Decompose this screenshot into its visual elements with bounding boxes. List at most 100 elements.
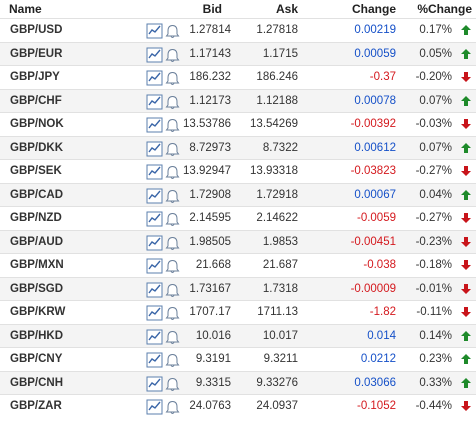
pct-change-value: 0.07%: [419, 141, 452, 154]
bell-icon[interactable]: [165, 212, 180, 226]
arrow-down-icon: [460, 231, 472, 255]
chart-icon[interactable]: [146, 188, 163, 203]
bid-value: 1707.17: [189, 306, 231, 318]
bell-icon[interactable]: [165, 330, 180, 344]
bell-icon[interactable]: [165, 48, 180, 62]
pct-change-value: -0.20%: [415, 71, 452, 83]
currency-pair-link[interactable]: GBP/NZD: [10, 212, 62, 224]
bell-icon[interactable]: [165, 95, 180, 109]
chart-icon[interactable]: [146, 352, 163, 368]
row-actions: [146, 376, 184, 392]
chart-icon[interactable]: [146, 211, 163, 227]
chart-icon[interactable]: [146, 117, 163, 133]
ask-value: 13.93318: [250, 165, 298, 177]
table-row: GBP/DKK 8.72973 8.7322 0.00612 0.07%: [0, 135, 476, 159]
chart-icon[interactable]: [146, 70, 163, 86]
header-pct-change[interactable]: %Change: [417, 2, 472, 16]
row-actions: [146, 352, 184, 368]
currency-pair-link[interactable]: GBP/DKK: [10, 141, 64, 154]
row-actions: [146, 117, 184, 133]
ask-value: 8.7322: [262, 141, 298, 154]
table-row: GBP/JPY 186.232 186.246 -0.37 -0.20%: [0, 65, 476, 89]
currency-pair-link[interactable]: GBP/NOK: [10, 118, 64, 130]
arrow-down-icon: [460, 254, 472, 278]
currency-pair-link[interactable]: GBP/EUR: [10, 47, 63, 60]
currency-pair-link[interactable]: GBP/CNH: [10, 376, 64, 389]
chart-icon[interactable]: [146, 47, 163, 62]
header-change[interactable]: Change: [351, 2, 396, 16]
bid-value: 10.016: [195, 329, 231, 342]
change-value: 0.00059: [354, 47, 396, 60]
chart-icon[interactable]: [146, 399, 163, 415]
currency-pair-link[interactable]: GBP/AUD: [10, 235, 64, 248]
currency-pair-link[interactable]: GBP/CHF: [10, 94, 62, 107]
currency-pair-link[interactable]: GBP/USD: [10, 24, 63, 36]
table-row: GBP/MXN 21.668 21.687 -0.038 -0.18%: [0, 253, 476, 277]
change-value: -0.00392: [350, 118, 396, 130]
change-value: -0.37: [369, 71, 396, 83]
pct-change-value: 0.33%: [419, 376, 452, 389]
table-row: GBP/NZD 2.14595 2.14622 -0.0059 -0.27%: [0, 206, 476, 230]
bell-icon[interactable]: [165, 189, 180, 203]
row-actions: [146, 235, 184, 251]
chart-icon[interactable]: [146, 141, 163, 156]
bell-icon[interactable]: [165, 283, 180, 297]
ask-value: 10.017: [262, 329, 298, 342]
currency-pair-link[interactable]: GBP/CNY: [10, 353, 63, 365]
chart-icon[interactable]: [146, 235, 163, 250]
currency-pair-link[interactable]: GBP/SEK: [10, 165, 62, 177]
currency-pair-link[interactable]: GBP/KRW: [10, 306, 66, 318]
bell-icon[interactable]: [165, 118, 180, 132]
row-actions: [146, 141, 184, 157]
bell-icon[interactable]: [165, 165, 180, 179]
currency-pair-link[interactable]: GBP/ZAR: [10, 400, 62, 412]
row-actions: [146, 282, 184, 298]
bid-value: 13.53786: [183, 118, 231, 130]
row-actions: [146, 164, 184, 180]
bell-icon[interactable]: [165, 306, 180, 320]
pct-change-value: -0.27%: [415, 212, 452, 224]
table-row: GBP/HKD 10.016 10.017 0.014 0.14%: [0, 323, 476, 347]
chart-icon[interactable]: [146, 23, 163, 39]
arrow-up-icon: [460, 372, 472, 396]
change-value: 0.00078: [354, 94, 396, 107]
bell-icon[interactable]: [165, 142, 180, 156]
chart-icon[interactable]: [146, 164, 163, 180]
currency-pair-link[interactable]: GBP/CAD: [10, 188, 64, 201]
chart-icon[interactable]: [146, 329, 163, 344]
pct-change-value: 0.04%: [419, 188, 452, 201]
table-row: GBP/EUR 1.17143 1.1715 0.00059 0.05%: [0, 41, 476, 65]
bell-icon[interactable]: [165, 259, 180, 273]
arrow-up-icon: [460, 348, 472, 372]
currency-pair-link[interactable]: GBP/JPY: [10, 71, 60, 83]
bell-icon[interactable]: [165, 377, 180, 391]
bell-icon[interactable]: [165, 24, 180, 38]
table-body: GBP/USD 1.27814 1.27818 0.00219 0.17% GB…: [0, 18, 476, 418]
header-bid[interactable]: Bid: [202, 2, 222, 16]
row-actions: [146, 258, 184, 274]
change-value: -0.03823: [350, 165, 396, 177]
currency-pair-link[interactable]: GBP/SGD: [10, 282, 64, 295]
chart-icon[interactable]: [146, 305, 163, 321]
pct-change-value: 0.23%: [419, 353, 452, 365]
pct-change-value: -0.11%: [416, 306, 452, 318]
chart-icon[interactable]: [146, 282, 163, 297]
arrow-up-icon: [460, 90, 472, 114]
chart-icon[interactable]: [146, 376, 163, 391]
bell-icon[interactable]: [165, 400, 180, 414]
chart-icon[interactable]: [146, 94, 163, 109]
bell-icon[interactable]: [165, 353, 180, 367]
ask-value: 9.3211: [263, 353, 298, 365]
pct-change-value: -0.18%: [415, 259, 452, 271]
currency-pair-link[interactable]: GBP/HKD: [10, 329, 64, 342]
ask-value: 1.1715: [262, 47, 298, 60]
header-name[interactable]: Name: [9, 2, 42, 16]
header-ask[interactable]: Ask: [275, 2, 298, 16]
table-row: GBP/SEK 13.92947 13.93318 -0.03823 -0.27…: [0, 159, 476, 183]
bell-icon[interactable]: [165, 71, 180, 85]
bell-icon[interactable]: [165, 236, 180, 250]
chart-icon[interactable]: [146, 258, 163, 274]
row-actions: [146, 329, 184, 345]
pct-change-value: -0.27%: [415, 165, 452, 177]
currency-pair-link[interactable]: GBP/MXN: [10, 259, 64, 271]
